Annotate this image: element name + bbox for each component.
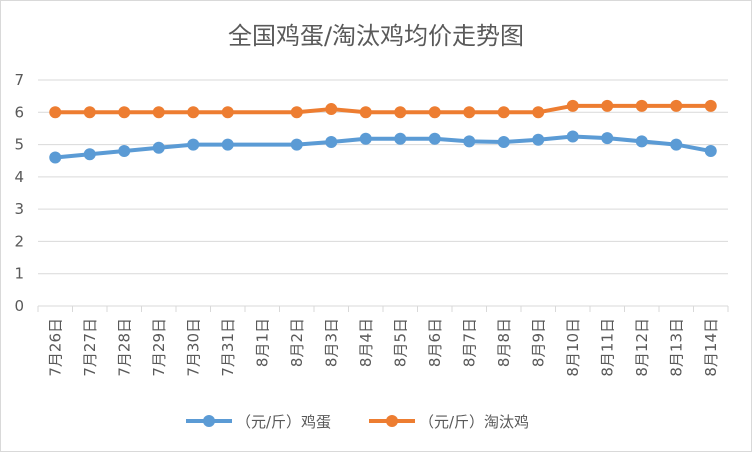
y-axis-ticks: 0 1 2 3 4 5 6 7 bbox=[14, 71, 24, 315]
y-tick-label: 5 bbox=[14, 136, 24, 154]
legend-swatch-marker bbox=[203, 415, 215, 427]
x-tick-label: 7月30日 bbox=[184, 318, 202, 377]
data-point bbox=[704, 145, 717, 158]
legend-label: （元/斤）鸡蛋 bbox=[236, 413, 331, 431]
data-point bbox=[359, 132, 372, 145]
data-point bbox=[290, 106, 303, 119]
legend-label: （元/斤）淘汰鸡 bbox=[419, 413, 529, 431]
data-point bbox=[463, 106, 476, 119]
x-tick-label: 7月26日 bbox=[46, 318, 64, 377]
data-point bbox=[325, 135, 338, 148]
data-point bbox=[118, 106, 131, 119]
x-tick-label: 8月10日 bbox=[564, 318, 582, 377]
data-point bbox=[497, 135, 510, 148]
gridlines bbox=[37, 79, 729, 312]
data-point bbox=[221, 106, 234, 119]
data-point bbox=[670, 99, 683, 112]
data-point bbox=[428, 106, 441, 119]
x-tick-label: 8月3日 bbox=[322, 318, 340, 367]
x-tick-label: 8月9日 bbox=[529, 318, 547, 367]
x-tick-label: 7月29日 bbox=[150, 318, 168, 377]
x-tick-label: 8月1日 bbox=[253, 318, 271, 367]
data-point bbox=[532, 133, 545, 146]
x-tick-label: 8月5日 bbox=[391, 318, 409, 367]
data-point bbox=[463, 135, 476, 148]
legend-item-1: （元/斤）淘汰鸡 bbox=[369, 413, 529, 431]
x-tick-label: 7月31日 bbox=[219, 318, 237, 377]
data-point bbox=[394, 106, 407, 119]
data-point bbox=[118, 145, 131, 158]
data-point bbox=[187, 138, 200, 151]
data-point bbox=[635, 99, 648, 112]
data-point bbox=[221, 138, 234, 151]
legend: （元/斤）鸡蛋 （元/斤）淘汰鸡 bbox=[186, 413, 529, 431]
x-tick-label: 8月2日 bbox=[288, 318, 306, 367]
chart-title: 全国鸡蛋/淘汰鸡均价走势图 bbox=[228, 22, 524, 50]
data-point bbox=[290, 138, 303, 151]
legend-swatch-marker bbox=[386, 415, 398, 427]
x-tick-label: 8月6日 bbox=[426, 318, 444, 367]
x-tick-label: 8月12日 bbox=[633, 318, 651, 377]
data-point bbox=[83, 106, 96, 119]
data-point bbox=[566, 130, 579, 143]
data-point bbox=[670, 138, 683, 151]
data-point bbox=[152, 141, 165, 154]
series-0 bbox=[49, 130, 717, 164]
data-point bbox=[187, 106, 200, 119]
y-tick-label: 3 bbox=[14, 200, 24, 218]
x-tick-label: 7月28日 bbox=[115, 318, 133, 377]
y-tick-label: 0 bbox=[14, 297, 24, 315]
data-point bbox=[704, 99, 717, 112]
y-tick-label: 2 bbox=[14, 232, 24, 250]
y-tick-label: 1 bbox=[14, 265, 24, 283]
data-point bbox=[49, 151, 62, 164]
data-point bbox=[325, 103, 338, 116]
x-tick-label: 8月8日 bbox=[495, 318, 513, 367]
data-point bbox=[394, 132, 407, 145]
x-tick-label: 7月27日 bbox=[81, 318, 99, 377]
y-tick-label: 4 bbox=[14, 168, 24, 186]
legend-item-0: （元/斤）鸡蛋 bbox=[186, 413, 331, 431]
data-point bbox=[152, 106, 165, 119]
data-point bbox=[635, 135, 648, 148]
data-point bbox=[532, 106, 545, 119]
x-tick-label: 8月4日 bbox=[357, 318, 375, 367]
x-tick-label: 8月14日 bbox=[702, 318, 720, 377]
series-1 bbox=[49, 99, 717, 119]
data-point bbox=[601, 132, 614, 145]
data-point bbox=[566, 99, 579, 112]
series-layer bbox=[49, 99, 717, 164]
y-tick-label: 6 bbox=[14, 103, 24, 121]
data-point bbox=[49, 106, 62, 119]
x-axis-ticks: 7月26日 7月27日 7月28日 7月29日 7月30日 7月31日 8月1日 8月2日 8月… bbox=[46, 318, 720, 377]
data-point bbox=[497, 106, 510, 119]
x-tick-label: 8月7日 bbox=[460, 318, 478, 367]
x-tick-label: 8月11日 bbox=[598, 318, 616, 377]
data-point bbox=[428, 132, 441, 145]
data-point bbox=[601, 99, 614, 112]
x-tick-label: 8月13日 bbox=[667, 318, 685, 377]
y-tick-label: 7 bbox=[14, 71, 24, 89]
data-point bbox=[83, 148, 96, 161]
data-point bbox=[359, 106, 372, 119]
